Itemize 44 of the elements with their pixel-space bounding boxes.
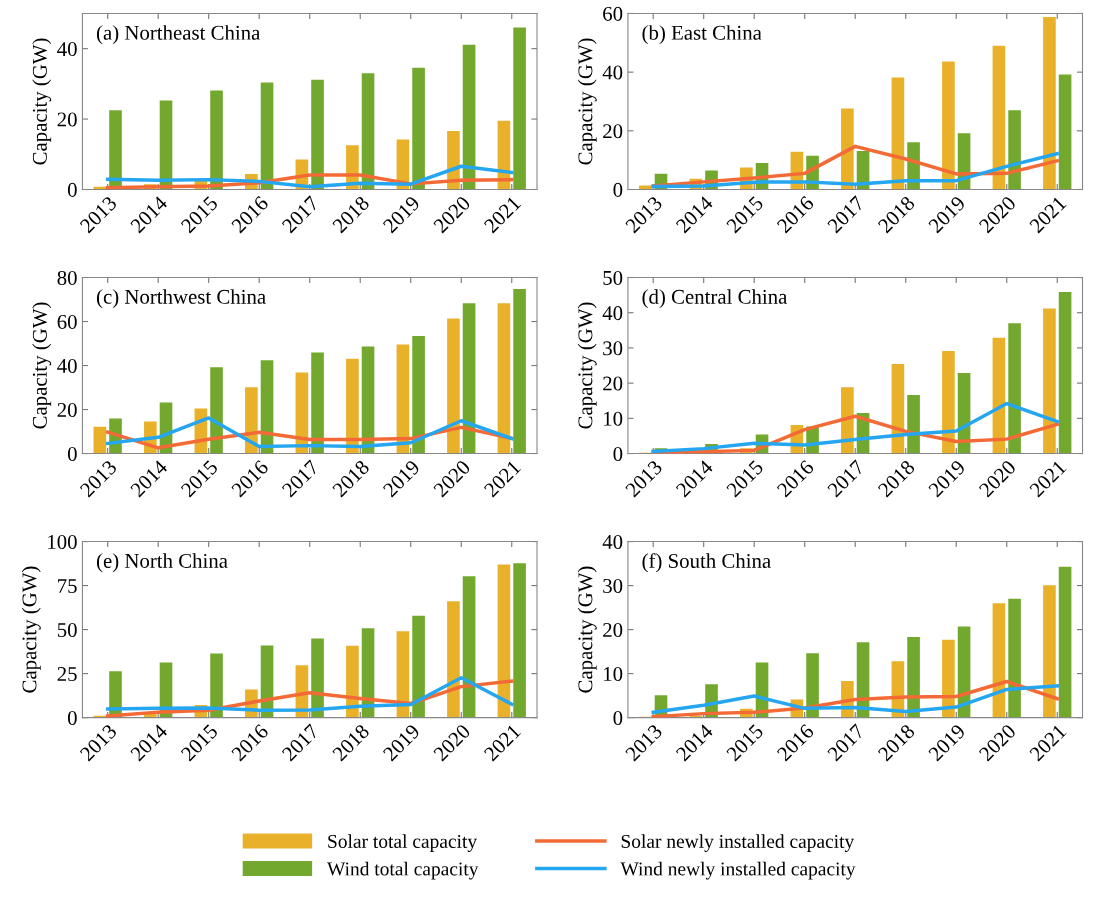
y-tick-label: 100 bbox=[48, 534, 77, 549]
y-tick-label: 0 bbox=[613, 710, 623, 726]
text: (a) Northeast China bbox=[96, 25, 261, 45]
y-tick-label: 50 bbox=[57, 622, 77, 638]
y-tick-label: 30 bbox=[603, 578, 623, 594]
text: (e) North China bbox=[96, 553, 228, 573]
y-tick-label: 0 bbox=[613, 446, 623, 461]
legend-label: Wind total capacity bbox=[327, 861, 479, 880]
y-tick-label: 50 bbox=[603, 270, 623, 285]
legend-label: Solar newly installed capacity bbox=[621, 834, 855, 852]
y-tick-label: 10 bbox=[604, 411, 623, 426]
y-tick-label: 30 bbox=[603, 341, 623, 356]
y-tick-label: 40 bbox=[602, 65, 623, 80]
y-tick-label: 40 bbox=[57, 42, 77, 57]
y-axis-title: Capacity (GW) bbox=[21, 566, 41, 693]
y-axis-title: Capacity (GW) bbox=[577, 566, 597, 693]
y-tick-label: 0 bbox=[67, 182, 77, 197]
text: (b) East China bbox=[642, 25, 762, 45]
y-tick-label: 10 bbox=[604, 666, 623, 682]
legend-label: Wind newly installed capacity bbox=[620, 861, 856, 880]
y-tick-label: 60 bbox=[603, 6, 623, 21]
y-tick-label: 75 bbox=[58, 579, 77, 594]
legend-label: Solar total capacity bbox=[328, 834, 478, 852]
y-tick-label: 60 bbox=[57, 314, 77, 329]
text: (d) Central China bbox=[642, 289, 788, 309]
y-tick-label: 0 bbox=[67, 446, 77, 461]
y-axis-title: Capacity (GW) bbox=[32, 302, 52, 429]
y-tick-label: 20 bbox=[57, 112, 77, 127]
y-tick-label: 0 bbox=[67, 710, 77, 726]
y-tick-label: 25 bbox=[57, 667, 77, 682]
y-tick-label: 20 bbox=[603, 124, 623, 139]
y-tick-label: 40 bbox=[602, 306, 623, 321]
y-tick-label: 40 bbox=[602, 534, 623, 549]
y-axis-title: Capacity (GW) bbox=[577, 302, 597, 429]
y-axis-title: Capacity (GW) bbox=[577, 38, 597, 165]
y-tick-label: 80 bbox=[57, 270, 77, 285]
text: (c) Northwest China bbox=[96, 289, 266, 309]
y-tick-label: 20 bbox=[603, 376, 623, 391]
y-tick-label: 0 bbox=[613, 182, 623, 197]
y-axis-title: Capacity (GW) bbox=[32, 38, 52, 165]
y-tick-label: 40 bbox=[57, 358, 77, 373]
y-tick-label: 20 bbox=[603, 622, 623, 638]
y-tick-label: 20 bbox=[57, 402, 77, 417]
text: (f) South China bbox=[642, 553, 771, 573]
